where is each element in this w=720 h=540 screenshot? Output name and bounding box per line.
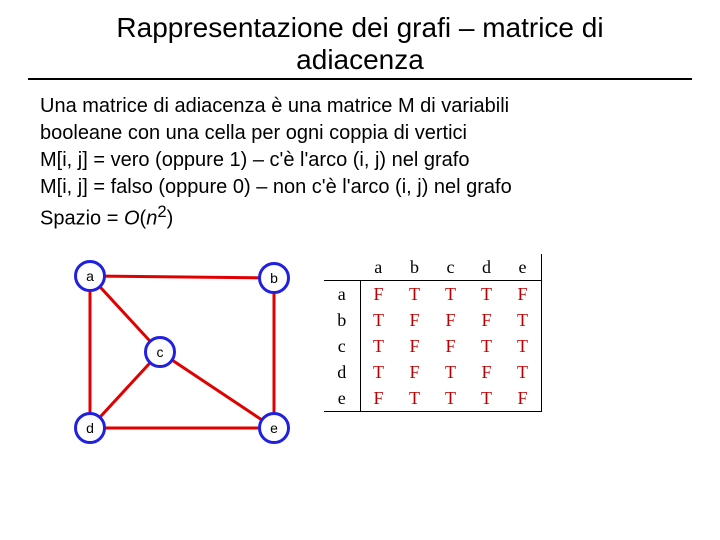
graph-node-a: a [74, 260, 106, 292]
matrix-cell-a-a: F [360, 281, 397, 308]
matrix-cell-a-e: F [505, 281, 542, 308]
matrix-row-header-d: d [324, 359, 360, 385]
matrix-cell-e-b: T [397, 385, 433, 412]
matrix-cell-d-b: F [397, 359, 433, 385]
matrix-col-header-b: b [397, 254, 433, 281]
graph-node-c: c [144, 336, 176, 368]
matrix-cell-a-b: T [397, 281, 433, 308]
page-title: Rappresentazione dei grafi – matrice di … [28, 12, 692, 80]
matrix-cell-e-e: F [505, 385, 542, 412]
para-5: Spazio = O(n2) [40, 202, 692, 232]
matrix-cell-b-e: T [505, 307, 542, 333]
matrix-cell-c-c: F [433, 333, 469, 359]
adjacency-matrix: abcdeaFTTTFbTFFFTcTFFTTdTFTFTeFTTTF [324, 254, 542, 412]
matrix-cell-b-b: F [397, 307, 433, 333]
graph-node-b: b [258, 262, 290, 294]
matrix-cell-b-d: F [469, 307, 505, 333]
matrix-cell-d-a: T [360, 359, 397, 385]
title-line-1: Rappresentazione dei grafi – matrice di [116, 12, 603, 43]
matrix-cell-c-a: T [360, 333, 397, 359]
graph-node-e: e [258, 412, 290, 444]
matrix-cell-a-c: T [433, 281, 469, 308]
matrix-cell-d-c: T [433, 359, 469, 385]
matrix-cell-b-a: T [360, 307, 397, 333]
matrix-row-header-b: b [324, 307, 360, 333]
matrix-col-header-a: a [360, 254, 397, 281]
matrix-cell-c-d: T [469, 333, 505, 359]
matrix-col-header-c: c [433, 254, 469, 281]
var-n: n [146, 208, 157, 230]
para-1: Una matrice di adiacenza è una matrice M… [40, 94, 692, 119]
graph-diagram: a b c d e [64, 254, 294, 444]
graph-edge-c-e [160, 352, 274, 428]
title-line-2: adiacenza [296, 44, 424, 75]
matrix-row-header-a: a [324, 281, 360, 308]
figure-row: abcde abcdeaFTTTFbTFFFTcTFFTTdTFTFTeFTTT… [64, 254, 692, 444]
matrix-col-header-e: e [505, 254, 542, 281]
big-o: O [124, 208, 140, 230]
matrix-cell-a-d: T [469, 281, 505, 308]
space-label: Spazio = [40, 208, 124, 230]
matrix-cell-d-e: T [505, 359, 542, 385]
matrix-cell-d-d: F [469, 359, 505, 385]
matrix-cell-b-c: F [433, 307, 469, 333]
graph-node-d: d [74, 412, 106, 444]
matrix-cell-e-c: T [433, 385, 469, 412]
para-4: M[i, j] = falso (oppure 0) – non c'è l'a… [40, 175, 692, 200]
matrix-row-header-c: c [324, 333, 360, 359]
graph-edge-a-b [90, 276, 274, 278]
matrix-cell-e-d: T [469, 385, 505, 412]
para-3: M[i, j] = vero (oppure 1) – c'è l'arco (… [40, 148, 692, 173]
matrix-row-header-e: e [324, 385, 360, 412]
description-text: Una matrice di adiacenza è una matrice M… [40, 94, 692, 232]
matrix-cell-c-b: F [397, 333, 433, 359]
paren-close: ) [167, 208, 174, 230]
exponent-2: 2 [157, 202, 166, 221]
matrix-table: abcdeaFTTTFbTFFFTcTFFTTdTFTFTeFTTTF [324, 254, 542, 412]
para-2: booleane con una cella per ogni coppia d… [40, 121, 692, 146]
matrix-cell-c-e: T [505, 333, 542, 359]
matrix-cell-e-a: F [360, 385, 397, 412]
matrix-corner [324, 254, 360, 281]
matrix-col-header-d: d [469, 254, 505, 281]
